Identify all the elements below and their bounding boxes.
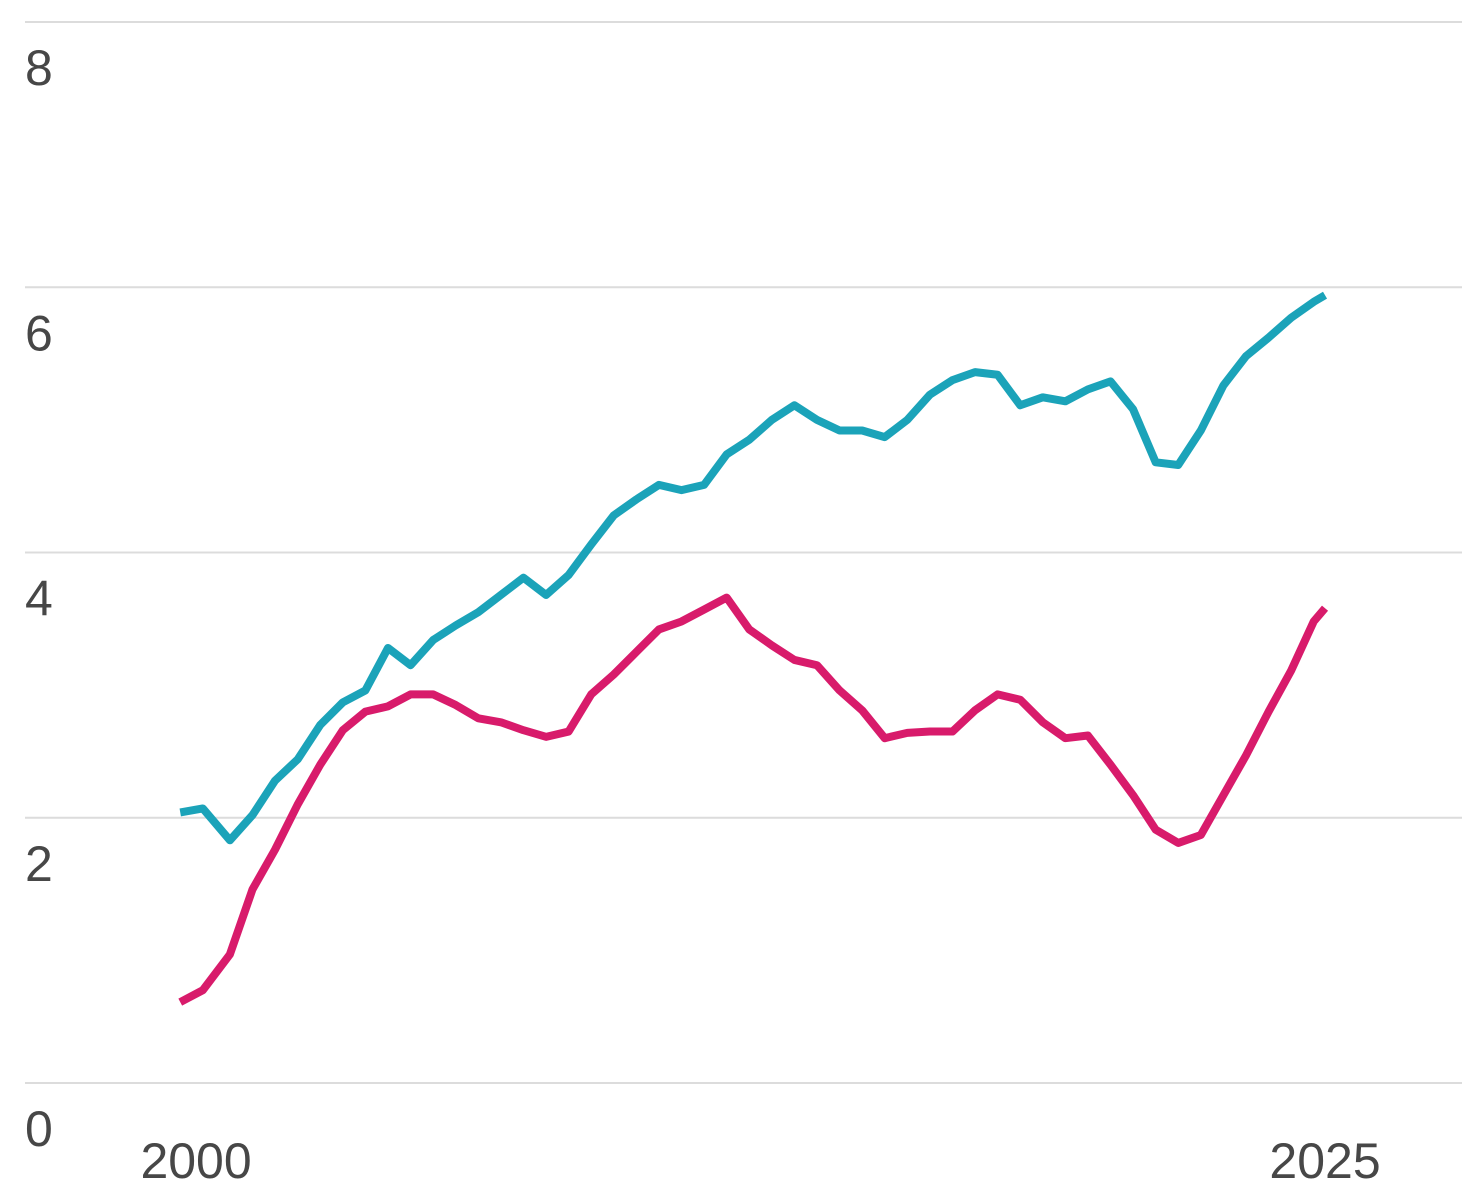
y-tick-label: 4 — [25, 571, 53, 627]
x-tick-label: 2025 — [1269, 1133, 1380, 1189]
x-tick-label: 2000 — [140, 1133, 251, 1189]
y-tick-label: 6 — [25, 305, 53, 361]
series-line — [178, 593, 1329, 1006]
y-tick-label: 2 — [25, 836, 53, 892]
y-tick-label: 8 — [25, 40, 53, 96]
y-tick-label: 0 — [25, 1101, 53, 1157]
series-line — [179, 291, 1328, 845]
